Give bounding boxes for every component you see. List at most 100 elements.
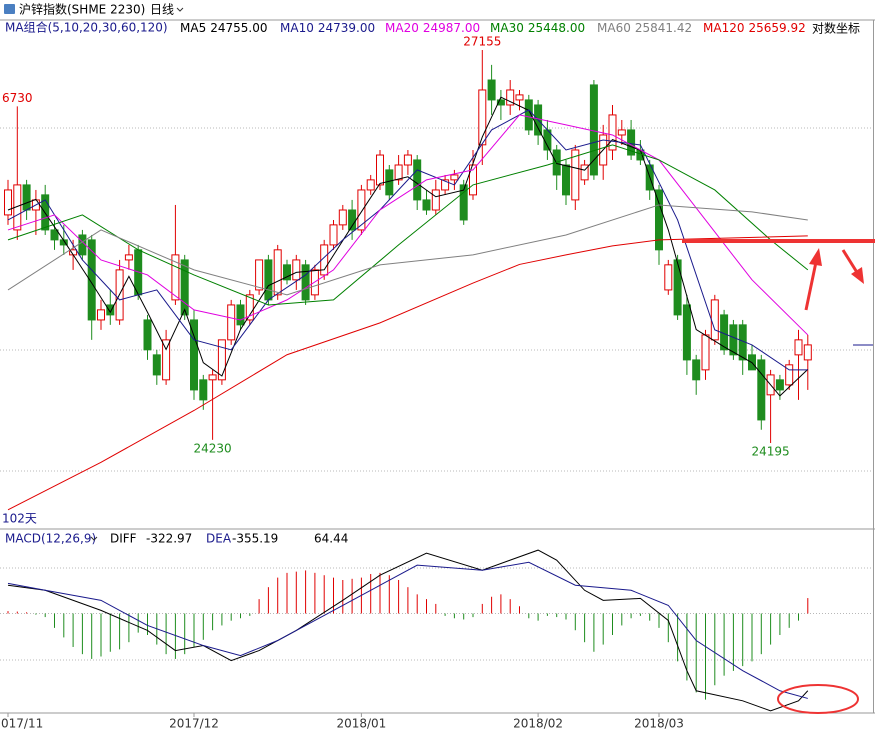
ma-name: MA30 bbox=[490, 21, 524, 35]
candle-body bbox=[785, 364, 794, 386]
candle-body bbox=[22, 184, 31, 211]
macd-legend-name: DEA bbox=[206, 532, 232, 546]
day-count: 102天 bbox=[2, 512, 37, 526]
candle-body bbox=[701, 334, 710, 371]
ma-name: MA120 bbox=[703, 21, 744, 35]
candle-body bbox=[655, 189, 663, 251]
candle-body bbox=[664, 264, 673, 291]
candle-body bbox=[245, 294, 254, 321]
ma-line bbox=[7, 561, 808, 699]
candle-body bbox=[357, 189, 366, 231]
ma-legend: MA30 25448.00 bbox=[490, 21, 585, 35]
candle-body bbox=[4, 189, 12, 216]
ma-name: MA10 bbox=[280, 21, 314, 35]
macd-title: MACD(12,26,9) bbox=[5, 532, 96, 546]
candle-body bbox=[236, 304, 245, 326]
dropdown-chevron bbox=[176, 7, 184, 12]
candle-body bbox=[692, 359, 701, 381]
candle-body bbox=[682, 304, 691, 361]
candle-body bbox=[87, 239, 96, 321]
ma-value: 24755.00 bbox=[210, 21, 267, 35]
app-icon bbox=[4, 4, 15, 14]
extreme-label: 27155 bbox=[463, 35, 501, 49]
candle-body bbox=[422, 199, 431, 211]
candle-body bbox=[217, 339, 226, 381]
ma-line bbox=[7, 109, 808, 371]
candle-body bbox=[255, 259, 264, 291]
candle-body bbox=[301, 264, 310, 301]
ma-value: 24739.00 bbox=[318, 21, 375, 35]
candle-body bbox=[431, 189, 440, 211]
drawn-ellipse bbox=[777, 684, 859, 714]
dropdown-chevron bbox=[90, 536, 98, 541]
candle-body bbox=[608, 114, 617, 151]
ma-value: 25841.42 bbox=[635, 21, 692, 35]
plot: 6730 27155 24230 24195 MA组合(5,10,20,30,60,12… bbox=[0, 20, 873, 731]
candle-body bbox=[450, 174, 459, 181]
ma-line bbox=[7, 114, 809, 336]
candle-body bbox=[794, 339, 803, 356]
candle-body bbox=[403, 154, 412, 166]
candle-body bbox=[162, 339, 171, 381]
ma-line bbox=[7, 204, 808, 296]
candle-body bbox=[366, 179, 375, 191]
candle-body bbox=[329, 224, 338, 246]
candle-body bbox=[227, 304, 236, 341]
candle-body bbox=[208, 374, 217, 381]
ma-legend: MA120 25659.92 bbox=[703, 21, 806, 35]
candle-body bbox=[338, 209, 347, 226]
extreme-label: 24230 bbox=[194, 441, 232, 455]
ma-name: MA5 bbox=[180, 21, 206, 35]
candle-body bbox=[292, 259, 301, 281]
candle-body bbox=[496, 99, 505, 106]
drawn-arrow bbox=[841, 249, 860, 275]
macd-legend-name: DIFF bbox=[110, 532, 137, 546]
candle-body bbox=[264, 259, 273, 301]
candle-body bbox=[283, 264, 291, 281]
x-tick-label: 2018/01 bbox=[336, 717, 386, 731]
instrument-title[interactable]: 沪锌指数(SHME 2230) bbox=[19, 2, 145, 17]
x-tick-label: 2018/02 bbox=[513, 717, 563, 731]
candle-body bbox=[50, 229, 59, 241]
candle-body bbox=[171, 254, 180, 301]
ma-legend: MA60 25841.42 bbox=[597, 21, 692, 35]
ma-line bbox=[7, 96, 809, 397]
candle-body bbox=[571, 149, 580, 201]
candle-body bbox=[803, 344, 812, 361]
macd-legend-value: -355.19 bbox=[232, 532, 278, 546]
ma-legend: MA5 24755.00 bbox=[180, 21, 267, 35]
candle-body bbox=[459, 184, 468, 221]
candle-body bbox=[710, 299, 719, 341]
candle-body bbox=[729, 324, 738, 356]
candle-body bbox=[487, 79, 496, 101]
x-tick-label: 2017/12 bbox=[169, 717, 219, 731]
candle-body bbox=[524, 99, 533, 131]
candle-body bbox=[562, 164, 570, 196]
ma-line bbox=[7, 549, 809, 712]
ma-line bbox=[7, 144, 809, 306]
candle-body bbox=[348, 209, 357, 231]
candle-body bbox=[273, 249, 282, 296]
macd-value: 64.44 bbox=[314, 532, 348, 546]
ma-line bbox=[7, 235, 808, 511]
candle-body bbox=[385, 169, 394, 196]
ma-value: 25448.00 bbox=[528, 21, 585, 35]
candle-body bbox=[515, 94, 524, 101]
ma-legend: MA20 24987.00 bbox=[385, 21, 480, 35]
x-tick-label: 017/11 bbox=[1, 717, 43, 731]
extreme-label: 24195 bbox=[752, 445, 790, 459]
candle-body bbox=[320, 244, 329, 276]
scale-mode: 对数坐标 bbox=[812, 21, 860, 36]
period-selector[interactable]: 日线 bbox=[150, 3, 174, 17]
ma-legend: MA10 24739.00 bbox=[280, 21, 375, 35]
candle-body bbox=[106, 304, 115, 316]
candle-body bbox=[376, 154, 384, 186]
candle-body bbox=[757, 359, 766, 421]
candle-body bbox=[441, 179, 450, 191]
candle-body bbox=[580, 164, 589, 181]
extreme-label: 6730 bbox=[2, 91, 33, 105]
candle-body bbox=[152, 354, 161, 376]
candle-body bbox=[627, 129, 636, 156]
